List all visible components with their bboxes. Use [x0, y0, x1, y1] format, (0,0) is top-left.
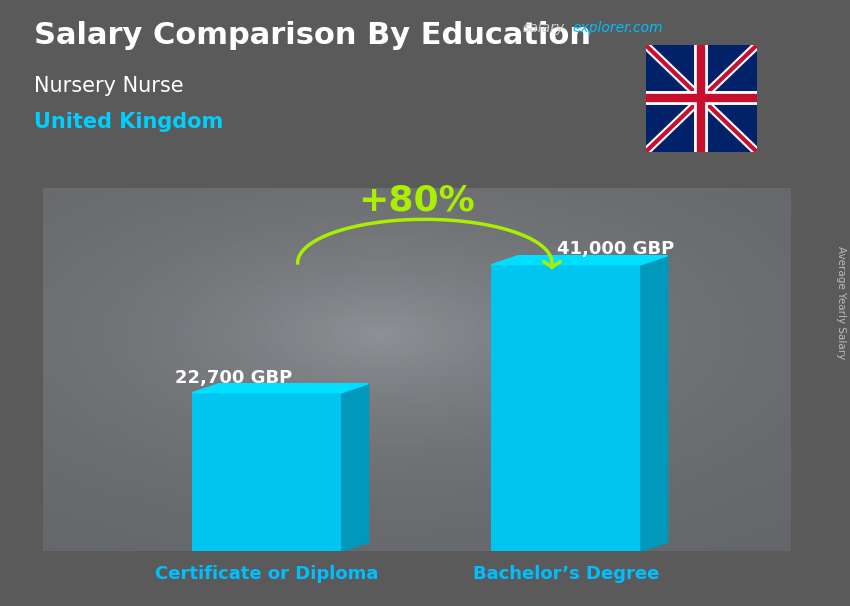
- Polygon shape: [491, 256, 668, 265]
- Text: Salary Comparison By Education: Salary Comparison By Education: [34, 21, 591, 50]
- Text: Average Yearly Salary: Average Yearly Salary: [836, 247, 846, 359]
- Text: salary: salary: [523, 21, 565, 35]
- Bar: [192, 393, 342, 551]
- Polygon shape: [342, 384, 369, 551]
- Text: +80%: +80%: [358, 184, 475, 218]
- Polygon shape: [192, 384, 369, 393]
- Text: United Kingdom: United Kingdom: [34, 112, 224, 132]
- Text: 41,000 GBP: 41,000 GBP: [558, 239, 675, 258]
- Polygon shape: [641, 256, 668, 551]
- Text: Nursery Nurse: Nursery Nurse: [34, 76, 184, 96]
- Text: 22,700 GBP: 22,700 GBP: [175, 369, 292, 387]
- Bar: [491, 265, 641, 551]
- Text: explorer.com: explorer.com: [572, 21, 663, 35]
